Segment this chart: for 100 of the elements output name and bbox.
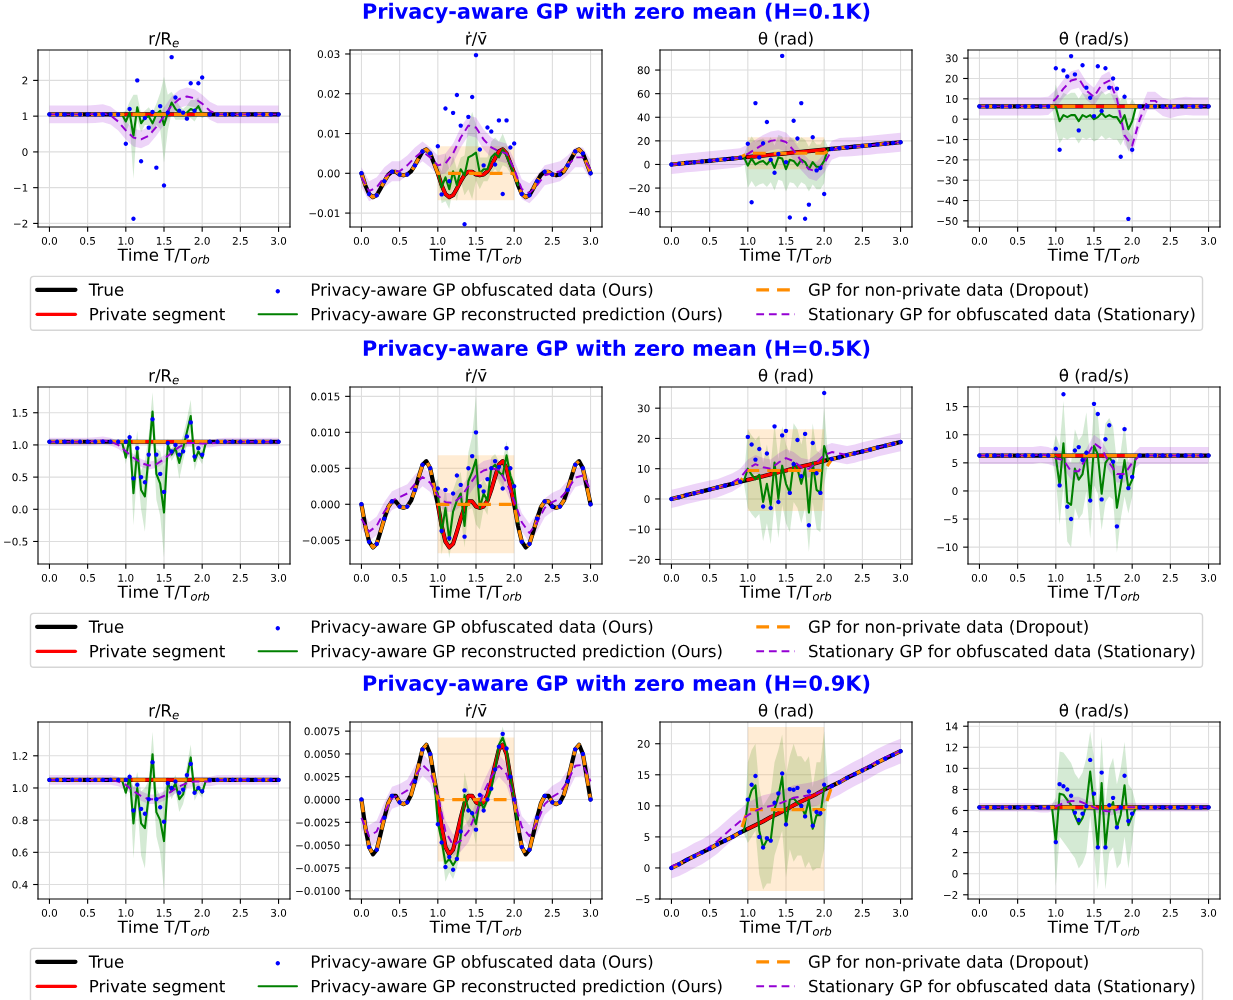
point [534, 516, 540, 521]
legend-label: Privacy-aware GP reconstructed prediction (Ours) [311, 644, 722, 661]
point [745, 141, 751, 147]
y-tick-label: 80 [637, 66, 650, 75]
x-tick-label: 0.5 [80, 573, 96, 582]
point [1137, 805, 1143, 810]
y-tick-label: 20 [637, 137, 650, 145]
y-tick-label: 10 [946, 95, 958, 103]
y-tick-label: 15 [638, 771, 650, 779]
y-tick-label: 20 [637, 739, 650, 748]
point [54, 439, 60, 444]
point [768, 505, 773, 511]
point [1107, 85, 1112, 90]
point [821, 390, 827, 396]
point [699, 850, 705, 855]
y-tick-label: 0 [952, 869, 958, 878]
point [844, 775, 850, 781]
x-tick-label: 2.5 [544, 236, 560, 245]
y-tick-label: 2 [22, 76, 28, 85]
y-tick-label: 0 [644, 495, 650, 504]
point [1061, 392, 1066, 397]
point [1095, 845, 1101, 850]
x-tick-label: 1.0 [740, 908, 756, 917]
point [753, 100, 758, 106]
point [135, 782, 140, 787]
point [374, 192, 379, 198]
text: Privacy-aware GP with zero mean (H=0.5K) [363, 339, 870, 361]
point [1015, 453, 1020, 458]
point [489, 786, 494, 791]
point [150, 416, 155, 422]
point [1175, 104, 1181, 109]
point [699, 489, 705, 494]
x-tick-label: 1.5 [1086, 909, 1102, 917]
y-tick-label: −2 [14, 219, 28, 228]
point [760, 845, 766, 850]
point [443, 487, 448, 493]
point [1110, 795, 1116, 801]
point [814, 168, 819, 173]
point [466, 466, 471, 471]
point [473, 52, 479, 58]
point [890, 140, 896, 146]
point [366, 191, 372, 197]
point [253, 777, 258, 783]
x-axis-title: Time T/T$_{orb}$ [1047, 920, 1140, 936]
point [1080, 63, 1085, 68]
point [1118, 154, 1123, 160]
x-tick-label: 0.5 [702, 908, 718, 917]
point [1000, 453, 1005, 458]
y-tick-label: −20 [629, 184, 650, 193]
point [435, 486, 441, 491]
legend-label: Privacy-aware GP obfuscated data (Ours) [311, 283, 653, 300]
point [196, 81, 201, 86]
point [469, 811, 475, 816]
point [504, 746, 509, 751]
point [511, 797, 517, 802]
point [389, 499, 395, 504]
point [1191, 104, 1196, 109]
point [389, 169, 395, 174]
point [150, 760, 155, 765]
point [115, 112, 121, 117]
y-tick-label: −40 [629, 207, 650, 216]
point [473, 430, 479, 435]
point [443, 864, 448, 870]
point [806, 523, 812, 528]
y-tick-label: −40 [937, 196, 958, 205]
point [450, 867, 456, 872]
x-tick-label: 0.0 [41, 573, 58, 582]
point [772, 170, 777, 175]
point [397, 172, 402, 177]
point [199, 788, 205, 794]
x-tick-label: 0.5 [1010, 236, 1026, 245]
point [77, 777, 83, 783]
point [821, 782, 827, 787]
x-tick-label: 2.5 [854, 908, 870, 917]
x-tick-label: 0.0 [353, 908, 370, 917]
y-tick-label: 0.01 [317, 129, 340, 138]
y-tick-label: 12 [946, 743, 958, 752]
point [1126, 818, 1131, 824]
point [108, 439, 113, 444]
point [737, 830, 743, 835]
point [100, 112, 106, 117]
point [1160, 453, 1165, 458]
x-axis-title: Time T/T$_{orb}$ [429, 920, 522, 936]
y-tick-label: 2 [952, 848, 958, 857]
text: Privacy-aware GP with zero mean (H=0.1K) [363, 2, 870, 24]
point [1118, 805, 1123, 810]
point [207, 439, 213, 444]
point [184, 434, 190, 439]
point [992, 453, 997, 458]
point [135, 78, 140, 83]
y-tick-label: 0 [644, 864, 650, 873]
point [481, 163, 486, 168]
y-tick-label: 0.5 [12, 473, 28, 482]
point [173, 442, 178, 448]
point [261, 112, 266, 117]
chart-title: θ (rad) [758, 31, 813, 47]
text: Privacy-aware GP with zero mean (H=0.9K) [363, 674, 870, 696]
point [707, 846, 712, 851]
point [485, 125, 490, 130]
point [443, 106, 448, 111]
